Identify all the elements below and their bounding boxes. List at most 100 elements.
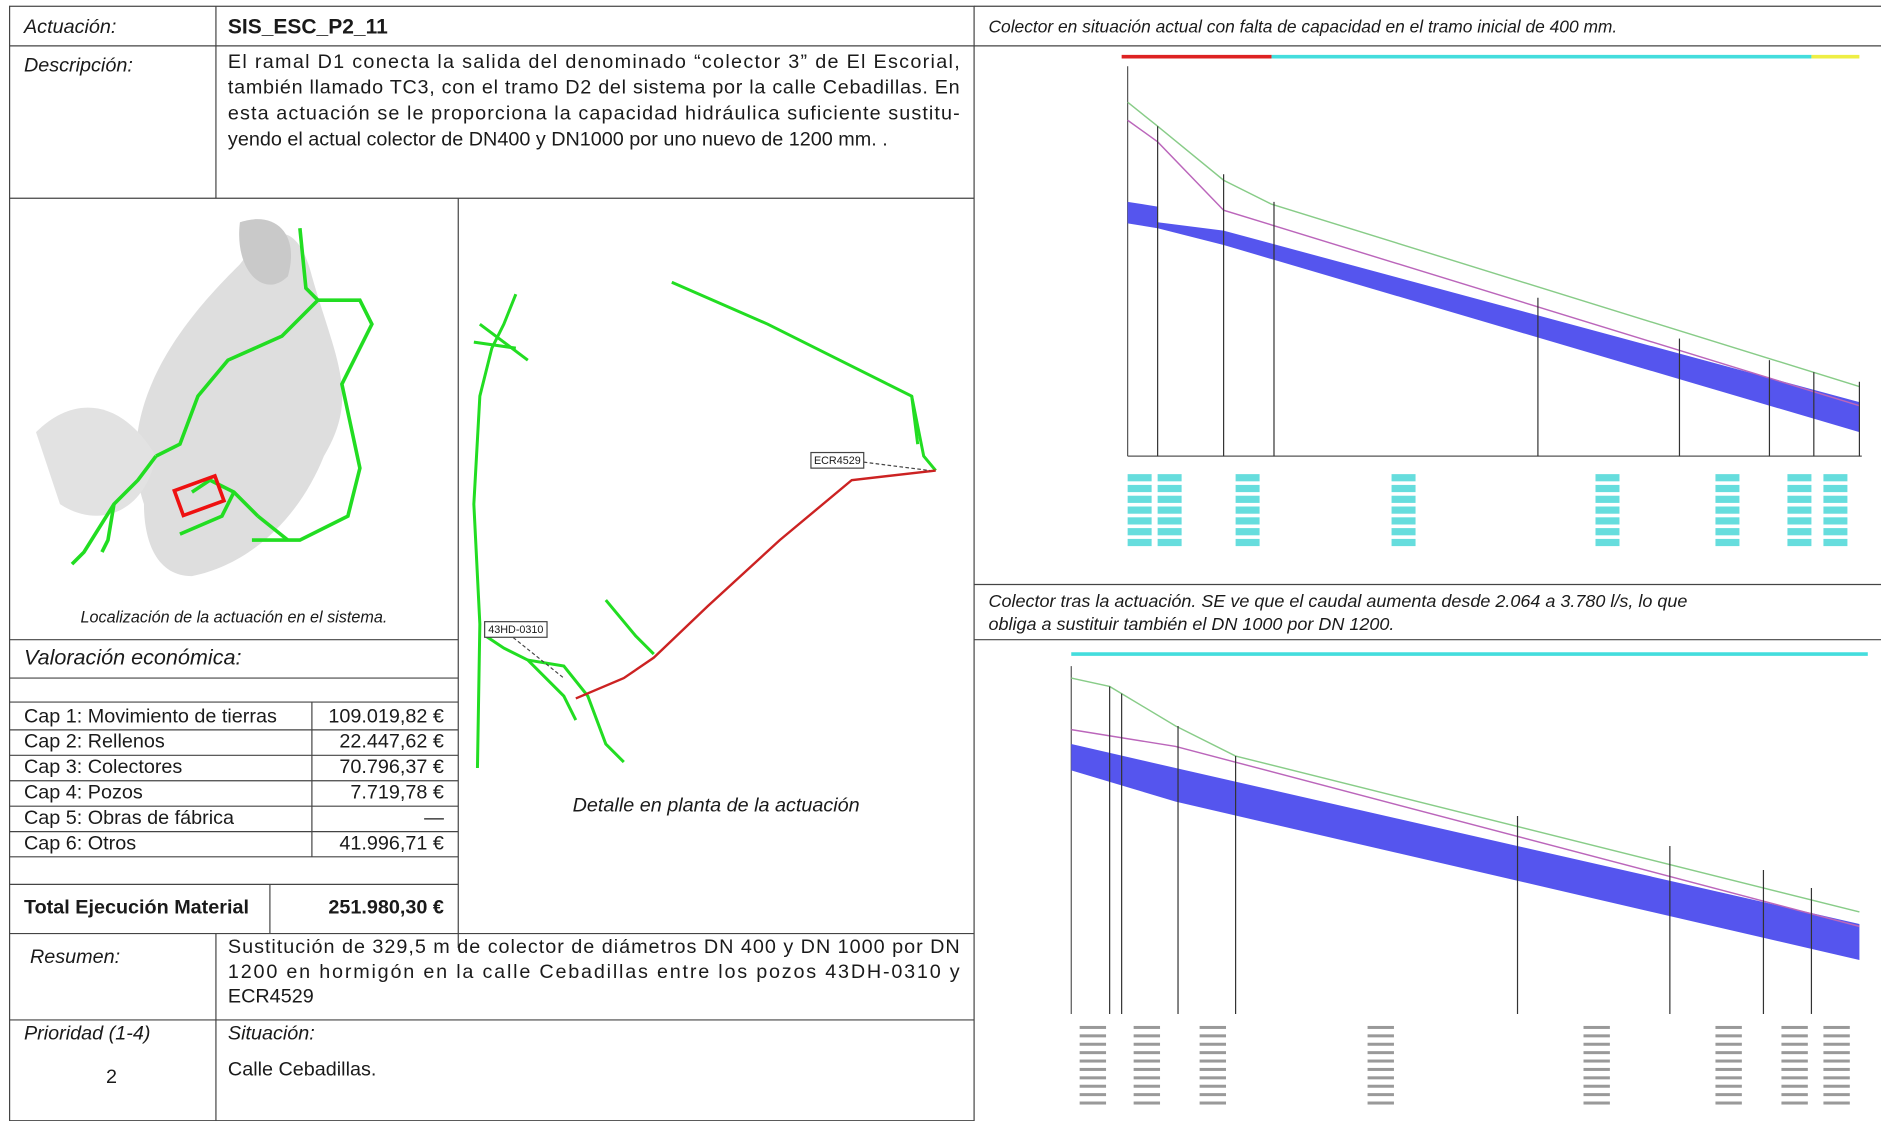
profile-cell (1781, 1093, 1808, 1097)
profile-cell (1367, 1042, 1394, 1046)
profile-cell (1367, 1051, 1394, 1055)
total-value: 251.980,30 € (328, 897, 444, 919)
profile-cell (1781, 1025, 1808, 1029)
profile-cell (1199, 1067, 1227, 1071)
profile-cell (1823, 1101, 1850, 1105)
summary-line: Sustitución de 329,5 m de colector de di… (228, 936, 960, 958)
profile-cell (1823, 1067, 1850, 1071)
profile-cell (1583, 1042, 1610, 1046)
profile-cell (1199, 1051, 1227, 1055)
profile-cell (1595, 484, 1620, 493)
profile-cell (1391, 528, 1416, 536)
profile-cell (1823, 1051, 1850, 1055)
profile-cell (1367, 1093, 1394, 1097)
profile-cell (1715, 1025, 1742, 1029)
profile-cell (1823, 1093, 1850, 1097)
profile-cell (1079, 1025, 1107, 1029)
profile-cell (1367, 1084, 1394, 1088)
description-line: también llamado TC3, con el tramo D2 del… (228, 77, 960, 99)
profile-cell (1583, 1093, 1610, 1097)
shape (256, 514, 290, 542)
profile-cell (1715, 1084, 1742, 1088)
profile-cell (1157, 474, 1182, 482)
description-line: yendo el actual colector de DN400 y DN10… (228, 128, 888, 150)
map-label: ECR4529 (814, 455, 861, 467)
label: Resumen: (30, 946, 120, 968)
shape (190, 478, 260, 518)
location-map (35, 219, 374, 577)
profile-cell (1595, 495, 1620, 503)
row-label: Cap 3: Colectores (24, 756, 182, 778)
profile-cell (1781, 1051, 1808, 1055)
profile-cell (1715, 517, 1740, 525)
profile-cell (1235, 506, 1260, 514)
profile-cell (1199, 1025, 1227, 1029)
description: El ramal D1 conecta la salida del denomi… (228, 51, 960, 150)
label: Situación: (228, 1023, 315, 1045)
profile-cell (1787, 528, 1812, 536)
profile-cell (1823, 517, 1848, 525)
profile-cell (1199, 1059, 1227, 1063)
profile-cell (1235, 538, 1260, 547)
profile-cell (1079, 1034, 1107, 1038)
profile-cell (1199, 1084, 1227, 1088)
profile-cell (1715, 1042, 1742, 1046)
group (1079, 1025, 1850, 1105)
profile-cell (1133, 1076, 1161, 1080)
caption: Detalle en planta de la actuación (573, 795, 860, 817)
shape (239, 219, 292, 285)
profile-cell (1715, 538, 1740, 547)
map-label: 43HD-0310 (488, 624, 543, 636)
profile-cell (1715, 506, 1740, 514)
profile-cell (1823, 1025, 1850, 1029)
profile-cell (1823, 1034, 1850, 1038)
profile-cell (1787, 474, 1812, 482)
total-label: Total Ejecución Material (24, 897, 249, 919)
profile-cell (1715, 474, 1740, 482)
profile-cell (1781, 1059, 1808, 1063)
profile-cell (1235, 484, 1260, 493)
profile-caption: obliga a sustituir también el DN 1000 po… (988, 614, 1394, 634)
profile-cell (1715, 1101, 1742, 1105)
profile-cell (1367, 1059, 1394, 1063)
profile-cell (1079, 1076, 1107, 1080)
table-row-lines (9, 729, 459, 833)
profile-cell (1787, 506, 1812, 514)
profile-cell (1781, 1084, 1808, 1088)
summary-line: ECR4529 (228, 985, 314, 1007)
description-line: esta actuación se le proporciona la capa… (228, 102, 960, 124)
shape (136, 233, 343, 577)
profile-cell (1367, 1076, 1394, 1080)
valuation-table: Cap 1: Movimiento de tierras 109.019,82 €… (24, 705, 444, 854)
profile-cell (1199, 1034, 1227, 1038)
group (472, 280, 937, 769)
shape (472, 293, 518, 769)
profile-cell (1157, 538, 1182, 547)
profile-cell (1583, 1067, 1610, 1071)
shape (35, 407, 156, 516)
profile-cell (1787, 538, 1812, 547)
profile-cell (1157, 528, 1182, 536)
shape (527, 658, 625, 764)
profile-cell (1715, 484, 1740, 493)
profile-cell (1235, 517, 1260, 525)
profile-cell (1079, 1051, 1107, 1055)
row-value: 41.996,71 € (339, 832, 444, 854)
row-label: Cap 4: Pozos (24, 782, 143, 804)
label: Prioridad (1-4) (24, 1023, 150, 1045)
shape (172, 473, 227, 518)
profile-cell (1823, 506, 1848, 514)
profile-before (1121, 54, 1862, 547)
profile-cell (1583, 1034, 1610, 1038)
shape (575, 469, 936, 700)
shape (155, 228, 321, 458)
profile-cell (1715, 1051, 1742, 1055)
profile-cell (1715, 1093, 1742, 1097)
profile-cell (1823, 1042, 1850, 1046)
frame (8, 5, 1881, 1121)
profile-cell (1367, 1101, 1394, 1105)
profile-cell (1715, 1034, 1742, 1038)
profile-cell (1823, 484, 1848, 493)
shape (100, 503, 116, 553)
